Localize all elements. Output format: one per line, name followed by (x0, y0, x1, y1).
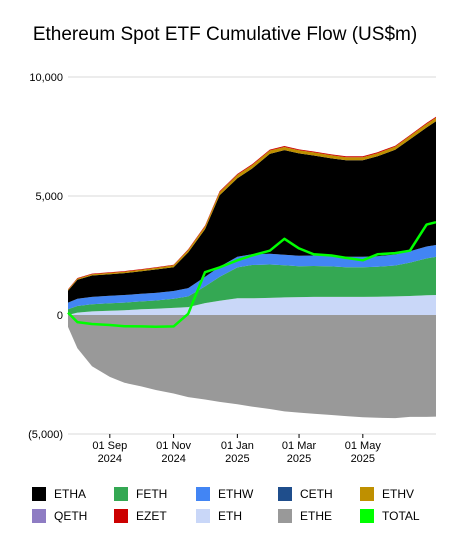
legend-swatch (196, 487, 210, 501)
legend-swatch (278, 509, 292, 523)
legend-label: ETH (218, 509, 242, 523)
legend-label: ETHV (382, 487, 415, 501)
series-area-eth (68, 295, 436, 315)
x-tick-label: 01 Nov (156, 440, 191, 452)
y-tick-label: 5,000 (35, 191, 63, 203)
x-tick-label-year: 2025 (287, 453, 311, 465)
legend-item-total: TOTAL (360, 509, 442, 523)
legend-label: FETH (136, 487, 168, 501)
legend-item-qeth: QETH (32, 509, 114, 523)
x-tick-label: 01 Jan (221, 440, 254, 452)
legend-swatch (32, 487, 46, 501)
chart-title: Ethereum Spot ETF Cumulative Flow (US$m) (32, 24, 418, 45)
legend-swatch (360, 509, 374, 523)
series-area-ethw (68, 245, 436, 310)
series-area-feth (68, 256, 436, 315)
legend-item-ethw: ETHW (196, 487, 278, 501)
x-tick-label-year: 2025 (351, 453, 375, 465)
legend-item-ezet: EZET (114, 509, 196, 523)
y-tick-label: 0 (57, 310, 63, 322)
legend-row: ETHA FETH ETHW CETH ETHV (32, 484, 442, 504)
legend-label: QETH (54, 509, 88, 523)
legend-label: ETHE (300, 509, 333, 523)
legend-label: ETHW (218, 487, 254, 501)
x-tick-label-year: 2024 (161, 453, 185, 465)
x-tick-label: 01 Sep (92, 440, 127, 452)
series-area-ethe (68, 315, 436, 419)
legend-label: ETHA (54, 487, 87, 501)
series-line-total (67, 220, 437, 328)
legend-item-ethv: ETHV (360, 487, 442, 501)
legend-item-eth: ETH (196, 509, 278, 523)
y-tick-label: 10,000 (29, 72, 63, 84)
legend-item-feth: FETH (114, 487, 196, 501)
legend-row: QETH EZET ETH ETHE TOTAL (32, 506, 442, 526)
legend-swatch (360, 487, 374, 501)
legend-item-ethe: ETHE (278, 509, 360, 523)
x-tick-label-year: 2024 (98, 453, 122, 465)
x-tick-label: 01 Mar (282, 440, 317, 452)
legend-swatch (32, 509, 46, 523)
legend-swatch (114, 487, 128, 501)
legend-swatch (114, 509, 128, 523)
chart-legend: ETHA FETH ETHW CETH ETHV QETH EZET ETH ETHE TOTAL (32, 484, 442, 528)
legend-label: TOTAL (382, 509, 420, 523)
legend-item-etha: ETHA (32, 487, 114, 501)
x-tick-label-year: 2025 (225, 453, 249, 465)
legend-swatch (278, 487, 292, 501)
legend-item-ceth: CETH (278, 487, 360, 501)
y-tick-label: (5,000) (28, 429, 63, 441)
legend-label: EZET (136, 509, 167, 523)
legend-label: CETH (300, 487, 333, 501)
series-area-etha (68, 121, 436, 303)
x-tick-label: 01 May (345, 440, 382, 452)
series-area-ethv (68, 117, 436, 291)
legend-swatch (196, 509, 210, 523)
